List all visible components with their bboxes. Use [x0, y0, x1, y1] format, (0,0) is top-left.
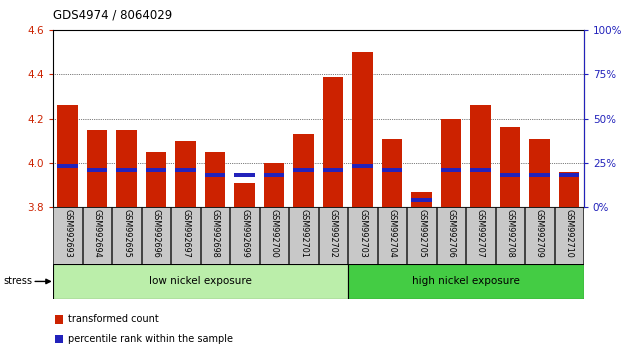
Bar [348, 207, 377, 264]
Bar [500, 127, 520, 207]
Bar [411, 198, 432, 202]
Bar [348, 264, 584, 299]
Bar [234, 183, 255, 207]
Bar [352, 164, 373, 168]
Bar [441, 168, 461, 172]
Bar [201, 207, 229, 264]
Text: GSM992699: GSM992699 [240, 209, 249, 258]
Text: transformed count: transformed count [68, 314, 158, 325]
Text: stress: stress [3, 276, 32, 286]
Bar [559, 172, 579, 207]
Text: GSM992697: GSM992697 [181, 209, 190, 258]
Bar [470, 168, 491, 172]
Text: GSM992709: GSM992709 [535, 209, 544, 258]
Bar [146, 168, 166, 172]
Bar [411, 192, 432, 207]
Text: GSM992696: GSM992696 [152, 209, 160, 258]
Bar [57, 105, 78, 207]
Text: GSM992704: GSM992704 [388, 209, 396, 258]
Bar [466, 207, 495, 264]
Bar [142, 207, 170, 264]
Text: GSM992706: GSM992706 [446, 209, 455, 258]
Text: GSM992694: GSM992694 [93, 209, 101, 258]
Text: GSM992693: GSM992693 [63, 209, 72, 258]
Text: GSM992701: GSM992701 [299, 209, 308, 258]
Text: low nickel exposure: low nickel exposure [149, 276, 252, 286]
Bar [382, 138, 402, 207]
Bar [205, 152, 225, 207]
Bar [53, 207, 82, 264]
Bar [437, 207, 465, 264]
Bar [57, 164, 78, 168]
Text: GSM992698: GSM992698 [211, 209, 219, 258]
Bar [146, 152, 166, 207]
Text: GSM992695: GSM992695 [122, 209, 131, 258]
Bar [555, 207, 583, 264]
Bar [264, 163, 284, 207]
Bar [234, 173, 255, 177]
Bar [323, 168, 343, 172]
Bar [260, 207, 288, 264]
Bar [378, 207, 406, 264]
Bar [441, 119, 461, 207]
Bar [319, 207, 347, 264]
Text: GSM992700: GSM992700 [270, 209, 278, 258]
Bar [323, 76, 343, 207]
Bar [87, 130, 107, 207]
Bar [171, 207, 200, 264]
Bar [352, 52, 373, 207]
Bar [116, 168, 137, 172]
Bar [293, 134, 314, 207]
Text: GDS4974 / 8064029: GDS4974 / 8064029 [53, 9, 172, 22]
Bar [175, 168, 196, 172]
Text: GSM992710: GSM992710 [564, 209, 573, 258]
Bar [407, 207, 436, 264]
Bar [205, 173, 225, 177]
Bar [83, 207, 111, 264]
Bar [529, 173, 550, 177]
Bar [112, 207, 141, 264]
Bar [559, 173, 579, 177]
Bar [289, 207, 318, 264]
Bar [116, 130, 137, 207]
Bar [382, 168, 402, 172]
Text: percentile rank within the sample: percentile rank within the sample [68, 334, 233, 344]
Text: high nickel exposure: high nickel exposure [412, 276, 520, 286]
Text: GSM992705: GSM992705 [417, 209, 426, 258]
Bar [53, 264, 348, 299]
Bar [529, 138, 550, 207]
Text: GSM992707: GSM992707 [476, 209, 485, 258]
Bar [175, 141, 196, 207]
Bar [293, 168, 314, 172]
Text: GSM992702: GSM992702 [329, 209, 337, 258]
Bar [496, 207, 524, 264]
Bar [525, 207, 554, 264]
Bar [470, 105, 491, 207]
Text: GSM992703: GSM992703 [358, 209, 367, 258]
Text: GSM992708: GSM992708 [505, 209, 514, 258]
Bar [264, 173, 284, 177]
Bar [500, 173, 520, 177]
Bar [87, 168, 107, 172]
Bar [230, 207, 259, 264]
